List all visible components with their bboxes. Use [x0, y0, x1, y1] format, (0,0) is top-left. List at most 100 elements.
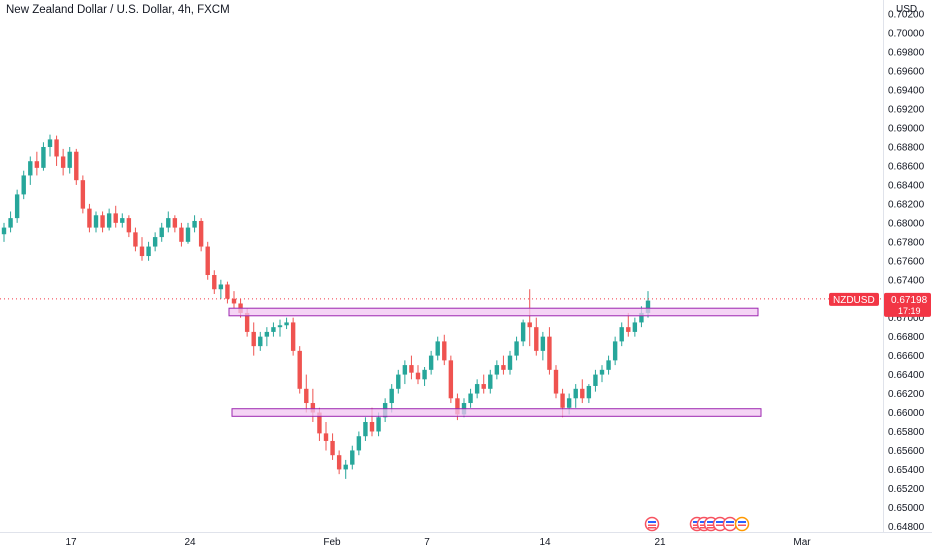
price-tag	[884, 292, 931, 317]
price-tag-countdown: 17:19	[898, 306, 921, 316]
currency-label: USD	[896, 4, 917, 15]
flag-stripe-icon	[693, 527, 701, 529]
symbol-tag-label: NZDUSD	[833, 295, 875, 306]
candle-body	[580, 388, 585, 399]
candle-body	[159, 227, 164, 238]
candle-body	[172, 218, 178, 228]
candle-body	[520, 322, 526, 342]
y-tick-label: 0.69000	[888, 124, 925, 135]
candle-body	[290, 322, 296, 351]
y-tick-label: 0.69400	[888, 86, 925, 97]
flag-stripe-icon	[726, 521, 734, 523]
candle-body	[402, 365, 408, 375]
candle-body	[133, 232, 138, 247]
candle-body	[113, 213, 118, 223]
flag-stripe-icon	[726, 524, 734, 526]
candle-body	[547, 336, 552, 370]
x-tick-label: Feb	[323, 537, 341, 548]
candle-body	[330, 440, 335, 456]
y-tick-label: 0.67800	[888, 237, 925, 248]
candle-body	[396, 374, 401, 389]
candle-body	[573, 388, 578, 399]
flag-stripe-icon	[693, 521, 701, 523]
candle-body	[415, 372, 421, 380]
candle-body	[212, 275, 217, 290]
y-tick-label: 0.66200	[888, 389, 925, 400]
candle-body	[60, 156, 66, 168]
candle-body	[310, 403, 316, 413]
y-tick-label: 0.68800	[888, 142, 925, 153]
candle-body	[376, 417, 381, 432]
candle-body	[244, 312, 250, 332]
candle-body	[350, 450, 355, 465]
candle-body	[645, 300, 651, 313]
x-tick-label: Mar	[793, 537, 811, 548]
candle-body	[442, 341, 447, 361]
y-tick-label: 0.66000	[888, 408, 925, 419]
candle-body	[304, 388, 309, 404]
flag-stripe-icon	[700, 521, 708, 523]
candle-body	[553, 369, 559, 394]
candle-body	[323, 433, 329, 441]
x-tick-label: 7	[424, 537, 430, 548]
candle-body	[639, 312, 644, 323]
candle-body	[28, 161, 33, 176]
event-flag-icon[interactable]	[722, 516, 738, 532]
candle-body	[231, 298, 237, 304]
flag-stripe-icon	[648, 527, 656, 529]
candle-body	[586, 385, 592, 399]
candle-body	[47, 139, 53, 147]
y-tick-label: 0.70200	[888, 10, 925, 21]
y-tick-label: 0.65800	[888, 427, 925, 438]
candle-body	[389, 388, 394, 404]
candle-body	[501, 365, 506, 370]
candle-body	[507, 355, 513, 370]
candle-body	[139, 246, 145, 257]
candle-body	[297, 350, 302, 389]
candle-body	[8, 218, 13, 228]
candle-body	[126, 218, 132, 233]
candle-body	[205, 246, 210, 276]
y-tick-label: 0.70000	[888, 29, 925, 40]
candle-body	[474, 384, 480, 394]
flag-stripe-icon	[707, 527, 715, 529]
y-tick-label: 0.69600	[888, 67, 925, 78]
candle-body	[343, 464, 348, 470]
flag-stripe-icon	[707, 524, 715, 526]
candle-body	[409, 365, 414, 373]
candle-body	[80, 180, 86, 209]
flag-stripe-icon	[648, 521, 656, 523]
y-tick-label: 0.67400	[888, 275, 925, 286]
candle-body	[494, 365, 500, 375]
candle-body	[481, 384, 486, 389]
candle-body	[192, 220, 197, 228]
candle-body	[146, 246, 151, 257]
candle-body	[566, 398, 572, 408]
candle-body	[218, 284, 224, 290]
candle-body	[336, 455, 342, 470]
candle-body	[540, 336, 546, 351]
y-tick-label: 0.65600	[888, 446, 925, 457]
candle-body	[435, 341, 440, 356]
candle-body	[225, 284, 230, 299]
candle-body	[74, 151, 79, 181]
price-tag-value: 0.67198	[891, 295, 928, 306]
event-flag-icon[interactable]	[644, 516, 660, 532]
candle-body	[264, 331, 270, 337]
y-tick-label: 0.68200	[888, 199, 925, 210]
x-tick-label: 17	[65, 537, 77, 548]
flag-stripe-icon	[648, 524, 656, 526]
flag-stripe-icon	[716, 521, 724, 523]
candle-body	[258, 336, 263, 347]
candle-body	[612, 341, 618, 361]
candle-body	[120, 218, 125, 223]
support-resistance-zone[interactable]	[231, 408, 762, 417]
event-flag-icon[interactable]	[734, 516, 750, 532]
candle-body	[428, 355, 434, 370]
candle-body	[284, 322, 289, 326]
y-tick-label: 0.69800	[888, 48, 925, 59]
support-resistance-zone[interactable]	[228, 307, 759, 317]
candle-body	[488, 374, 493, 389]
flag-stripe-icon	[738, 521, 746, 523]
